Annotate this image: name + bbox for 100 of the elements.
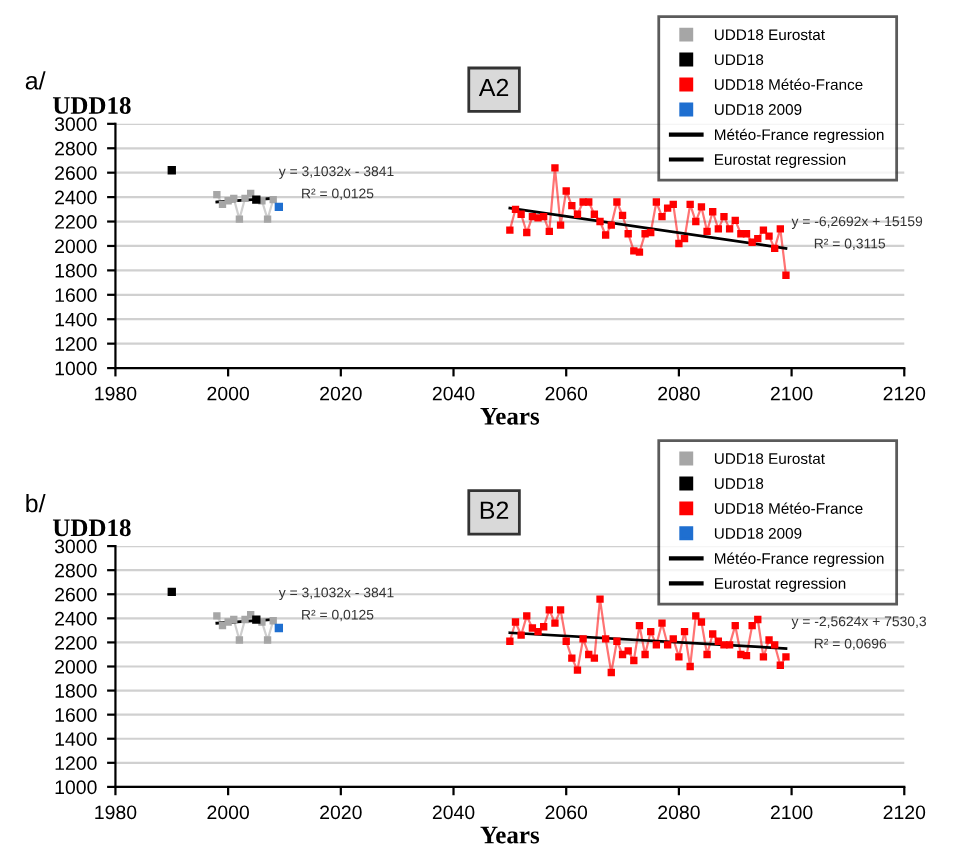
point <box>167 166 176 175</box>
point <box>697 618 706 626</box>
x-tick-label: 2120 <box>883 805 926 820</box>
point <box>230 615 238 624</box>
y-tick-label: 2000 <box>55 239 97 254</box>
point <box>771 244 779 253</box>
point <box>630 656 638 665</box>
point <box>235 636 244 644</box>
point <box>731 621 739 630</box>
y-tick-label: 1400 <box>55 312 97 327</box>
point <box>709 630 717 638</box>
point <box>601 231 610 239</box>
y-tick-label: 1800 <box>55 263 97 278</box>
y-tick-label: 1600 <box>55 708 97 722</box>
y-tick-label: 3000 <box>54 539 97 554</box>
point <box>680 627 689 636</box>
x-tick-label: 2020 <box>320 805 362 820</box>
text: b/ <box>26 493 46 513</box>
point <box>680 234 689 243</box>
point <box>759 226 768 234</box>
point <box>782 653 790 661</box>
y-tick-label: 1200 <box>55 756 97 771</box>
point <box>692 217 700 226</box>
point <box>765 636 773 644</box>
x-tick-label: 1980 <box>95 386 137 401</box>
point <box>635 248 644 256</box>
point <box>506 226 514 234</box>
point <box>252 615 261 624</box>
y-tick-label: 2400 <box>55 190 97 205</box>
point <box>573 210 582 218</box>
point <box>641 650 649 659</box>
point <box>241 615 249 624</box>
point <box>534 627 542 636</box>
point <box>167 587 176 597</box>
point <box>274 623 284 633</box>
point <box>601 635 610 643</box>
point <box>523 228 531 237</box>
point <box>263 215 272 223</box>
y-tick-label: 2200 <box>55 635 97 650</box>
x-tick-label: 2040 <box>432 386 475 401</box>
y-tick-label: 1800 <box>55 684 97 698</box>
x-tick-label: 2020 <box>320 386 362 401</box>
point <box>686 662 694 671</box>
point <box>725 225 734 233</box>
point <box>556 221 565 229</box>
point <box>241 194 249 203</box>
point <box>263 636 272 644</box>
y-tick-label: 1000 <box>55 361 97 376</box>
point <box>635 621 644 630</box>
x-tick-label: 2120 <box>883 386 926 401</box>
point <box>551 164 559 172</box>
point <box>579 635 587 643</box>
y-tick-label: 2200 <box>55 215 97 229</box>
point <box>675 653 683 661</box>
point <box>252 195 261 204</box>
point <box>669 635 677 643</box>
point <box>703 227 711 235</box>
text: a/ <box>25 71 46 90</box>
y-tick-label: 1200 <box>55 337 97 351</box>
text: A2 <box>478 78 509 97</box>
y-tick-label: 3000 <box>54 117 97 132</box>
y-tick-label: 1400 <box>55 732 97 746</box>
point <box>663 204 672 212</box>
x-tick-label: 1980 <box>95 805 137 820</box>
point <box>692 612 700 620</box>
point <box>539 212 548 221</box>
point <box>624 230 632 238</box>
point <box>624 647 632 655</box>
y-tick-label: 2800 <box>55 563 97 578</box>
point <box>607 221 615 229</box>
x-tick-label: 2040 <box>432 805 475 820</box>
point <box>230 194 238 203</box>
point <box>545 606 553 614</box>
x-tick-label: 2060 <box>545 386 588 401</box>
point <box>703 650 711 659</box>
point <box>742 651 751 660</box>
point <box>647 228 655 237</box>
point <box>562 187 570 195</box>
y-axis-title: UDD18 <box>52 519 131 537</box>
point <box>590 210 599 218</box>
point <box>517 631 525 639</box>
point <box>658 619 666 627</box>
point <box>545 227 553 235</box>
point <box>274 202 284 212</box>
x-axis-title: Years <box>480 826 540 844</box>
point <box>731 216 739 224</box>
point <box>652 641 661 649</box>
point <box>754 615 762 624</box>
y-tick-label: 2600 <box>55 166 97 180</box>
point <box>782 271 790 279</box>
point <box>613 198 621 206</box>
point <box>759 653 768 661</box>
point <box>675 239 683 248</box>
point <box>714 225 723 233</box>
point <box>647 627 655 636</box>
x-tick-label: 2100 <box>770 386 813 401</box>
point <box>720 212 728 221</box>
point <box>568 654 576 662</box>
point <box>663 641 672 649</box>
point <box>669 200 677 209</box>
